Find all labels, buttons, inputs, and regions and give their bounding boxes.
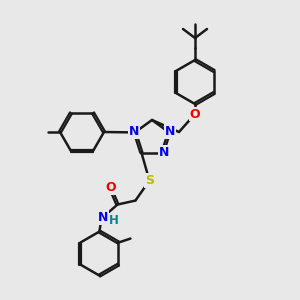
Text: O: O bbox=[190, 107, 200, 121]
Text: S: S bbox=[145, 174, 154, 187]
Text: N: N bbox=[129, 125, 139, 138]
Text: N: N bbox=[165, 125, 175, 138]
Text: H: H bbox=[109, 214, 118, 227]
Text: N: N bbox=[158, 146, 169, 159]
Text: N: N bbox=[98, 211, 109, 224]
Text: O: O bbox=[105, 181, 116, 194]
